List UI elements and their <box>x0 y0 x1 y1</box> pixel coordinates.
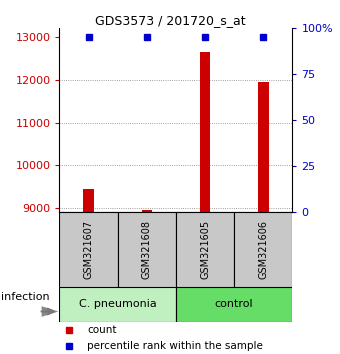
Bar <box>83 189 94 212</box>
Text: GSM321606: GSM321606 <box>258 220 268 279</box>
Text: C. pneumonia: C. pneumonia <box>79 299 157 309</box>
Text: percentile rank within the sample: percentile rank within the sample <box>87 341 263 351</box>
Bar <box>176 212 234 287</box>
Bar <box>141 210 152 212</box>
Bar <box>118 212 176 287</box>
Polygon shape <box>41 306 58 317</box>
Text: GSM321607: GSM321607 <box>84 220 94 279</box>
Bar <box>59 287 176 322</box>
Text: count: count <box>87 325 117 335</box>
Bar <box>200 52 210 212</box>
Text: infection: infection <box>1 292 50 302</box>
Text: GSM321605: GSM321605 <box>200 220 210 279</box>
Text: GSM321608: GSM321608 <box>142 220 152 279</box>
Text: GDS3573 / 201720_s_at: GDS3573 / 201720_s_at <box>95 14 245 27</box>
Bar <box>59 212 118 287</box>
Bar <box>234 212 292 287</box>
Text: control: control <box>215 299 254 309</box>
Bar <box>258 82 269 212</box>
Bar <box>176 287 292 322</box>
